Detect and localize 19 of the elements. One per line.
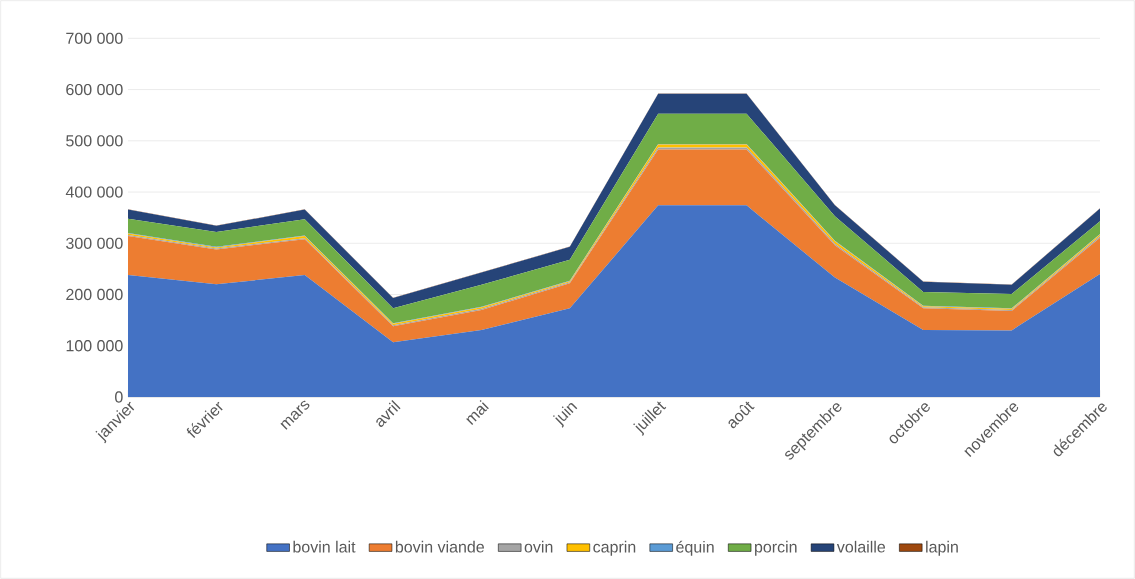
y-tick-label: 700 000: [66, 32, 123, 44]
legend-label: volaille: [836, 540, 886, 553]
legend-label: porcin: [755, 540, 797, 556]
legend-label: bovin viande: [395, 540, 484, 553]
legend-label: équin: [676, 540, 714, 556]
y-tick-label: 400 000: [65, 186, 123, 198]
y-tick-label: 600 000: [66, 83, 123, 96]
legend-label: lapin: [926, 540, 958, 556]
y-tick-label: 500 000: [66, 135, 123, 147]
x-tick-label: juin: [552, 403, 578, 428]
legend-label: bovin lait: [293, 540, 356, 553]
x-tick-label: avril: [376, 400, 401, 427]
x-tick-label: mai: [466, 400, 489, 425]
y-tick-label: 100 000: [66, 340, 123, 352]
y-tick-label: 0: [115, 391, 123, 403]
y-tick-label: 200 000: [66, 288, 123, 301]
legend-label: ovin: [524, 540, 553, 553]
legend-label: caprin: [593, 540, 636, 556]
y-tick-label: 300 000: [66, 237, 123, 249]
